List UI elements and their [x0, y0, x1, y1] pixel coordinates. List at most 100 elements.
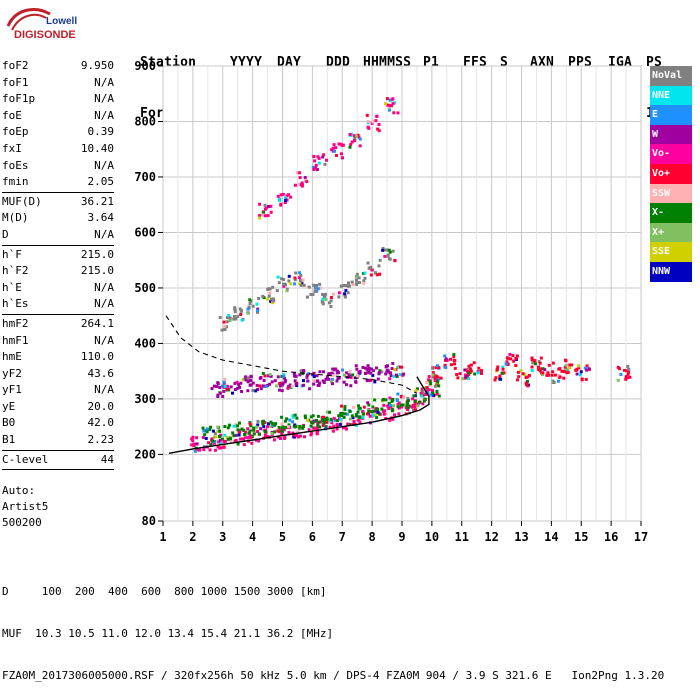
- echo-dot-0: [217, 440, 221, 444]
- echo-dot-2: [391, 362, 395, 366]
- echo-dot-5: [263, 203, 267, 207]
- echo-dot-4: [298, 276, 302, 280]
- echo-dot-2: [316, 383, 320, 387]
- echo-dot-3: [531, 361, 535, 365]
- echo-dot-1: [328, 410, 332, 414]
- echo-dot-2: [355, 374, 359, 378]
- echo-dot-2: [363, 371, 367, 375]
- echo-dot-3: [453, 366, 457, 370]
- echo-dot-0: [204, 436, 208, 440]
- echo-dot-0: [191, 435, 195, 439]
- echo-dot-3: [532, 359, 536, 363]
- echo-dot-3: [463, 368, 467, 372]
- param-row: B0 42.0: [2, 415, 114, 432]
- echo-dot-4: [284, 283, 288, 287]
- echo-dot-2: [390, 367, 394, 371]
- echo-dot-1: [311, 414, 315, 418]
- echo-dot-4: [287, 279, 291, 283]
- echo-dot-2: [281, 374, 285, 378]
- echo-dot-4: [330, 296, 334, 300]
- param-value: N/A: [94, 108, 114, 122]
- echo-dot-4: [271, 285, 275, 289]
- echo-dot-0: [280, 422, 284, 426]
- echo-dot-3: [505, 356, 509, 360]
- echo-dot-1: [311, 421, 315, 425]
- echo-dot-1: [377, 412, 381, 416]
- echo-dot-4: [321, 293, 325, 297]
- echo-dot-0: [250, 441, 254, 445]
- echo-dot-3: [524, 375, 528, 379]
- echo-dot-1: [217, 435, 221, 439]
- echo-dot-3: [583, 366, 587, 370]
- echo-dot-0: [432, 393, 436, 397]
- echo-dot-1: [380, 407, 384, 411]
- echo-dot-1: [433, 379, 437, 383]
- echo-dot-2: [222, 389, 226, 393]
- echo-dot-1: [437, 384, 441, 388]
- echo-dot-5: [285, 198, 289, 202]
- echo-dot-4: [299, 279, 303, 283]
- echo-dot-0: [413, 408, 417, 412]
- echo-dot-0: [371, 413, 375, 417]
- echo-dot-5: [269, 210, 273, 214]
- echo-dot-3: [453, 358, 457, 362]
- echo-dot-2: [398, 372, 402, 376]
- echo-dot-1: [435, 392, 439, 396]
- echo-dot-3: [452, 355, 456, 359]
- echo-dot-5: [386, 103, 390, 107]
- echo-dot-4: [232, 317, 236, 321]
- echo-dot-0: [348, 423, 352, 427]
- echo-dot-3: [508, 352, 512, 356]
- param-value: 2.05: [87, 175, 115, 189]
- echo-dot-0: [192, 444, 196, 448]
- param-value: N/A: [94, 297, 114, 311]
- param-row: foEs N/A: [2, 158, 114, 175]
- echo-dot-1: [371, 405, 375, 409]
- echo-dot-0: [381, 409, 385, 413]
- echo-dot-0: [352, 421, 356, 425]
- scaled-parameters-table: foF2 9.950 foF1 N/A foF1p N/A foE N/A foEp 0.39 fx…: [2, 58, 114, 471]
- echo-dot-0: [263, 428, 267, 432]
- param-name: foEs: [2, 158, 29, 172]
- echo-dot-2: [254, 389, 258, 393]
- echo-dot-2: [235, 380, 239, 384]
- echo-dot-0: [249, 435, 253, 439]
- echo-dot-1: [420, 394, 424, 398]
- echo-dot-4: [239, 313, 243, 317]
- echo-dot-1: [306, 418, 310, 422]
- legend-item-nne: NNE: [650, 85, 692, 106]
- echo-dot-1: [261, 422, 265, 426]
- echo-dot-4: [256, 310, 260, 314]
- echo-dot-5: [298, 176, 302, 180]
- echo-dot-4: [294, 271, 298, 275]
- echo-dot-2: [244, 375, 248, 379]
- echo-dot-2: [264, 385, 268, 389]
- echo-dot-0: [374, 413, 378, 417]
- param-value: N/A: [94, 383, 114, 397]
- echo-dot-0: [257, 439, 261, 443]
- echo-dot-5: [366, 125, 370, 129]
- echo-dot-0: [324, 425, 328, 429]
- echo-dot-3: [435, 364, 439, 368]
- param-name: M(D): [2, 211, 29, 225]
- echo-dot-2: [266, 374, 270, 378]
- echo-dot-3: [455, 373, 459, 377]
- echo-dot-3: [461, 377, 465, 381]
- echo-dot-1: [366, 401, 370, 405]
- echo-dot-2: [248, 383, 252, 387]
- echo-dot-4: [315, 289, 319, 293]
- echo-dot-5: [322, 153, 326, 157]
- echo-dot-4: [362, 281, 366, 285]
- echo-dot-0: [213, 448, 217, 452]
- echo-dot-2: [378, 369, 382, 373]
- echo-dot-0: [335, 419, 339, 423]
- echo-dot-3: [435, 375, 439, 379]
- echo-dot-4: [271, 297, 275, 301]
- echo-dot-2: [290, 384, 294, 388]
- echo-dot-4: [255, 302, 259, 306]
- echo-dot-4: [267, 294, 271, 298]
- echo-dot-0: [233, 439, 237, 443]
- param-row: MUF(D) 36.21: [2, 194, 114, 211]
- echo-dot-3: [538, 369, 542, 373]
- echo-dot-3: [547, 363, 551, 367]
